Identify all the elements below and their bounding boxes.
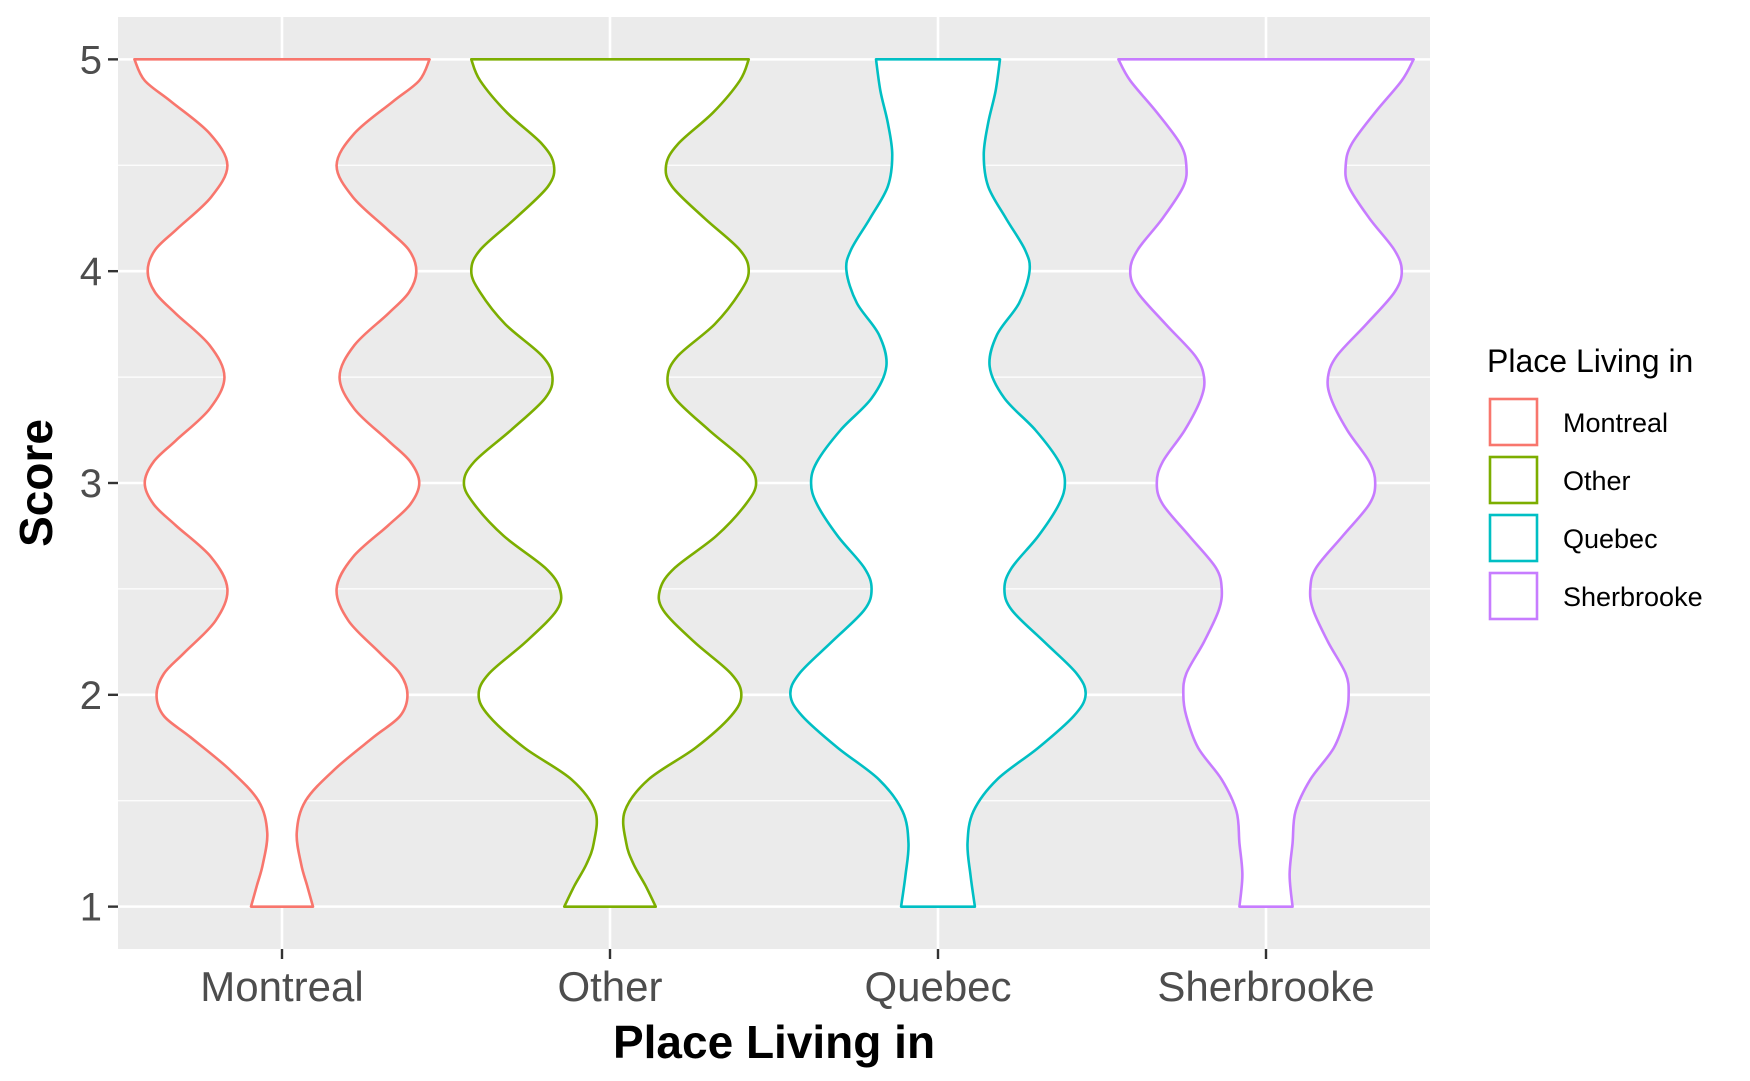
- legend-label: Montreal: [1563, 408, 1668, 438]
- violin-montreal: [133, 58, 431, 908]
- legend-label: Quebec: [1563, 524, 1658, 554]
- y-axis: 1 2 3 4 5: [80, 38, 118, 930]
- legend: Place Living in Montreal Other Quebec Sherb…: [1486, 343, 1703, 623]
- violin-layer: [133, 58, 1415, 908]
- x-tick-label: Montreal: [200, 963, 363, 1010]
- legend-label: Other: [1563, 466, 1631, 496]
- violin-quebec: [789, 58, 1087, 908]
- violin-sherbrooke: [1117, 58, 1415, 908]
- x-tick-label: Other: [557, 963, 662, 1010]
- y-axis-title: Score: [10, 419, 62, 547]
- y-tick-label: 4: [80, 250, 102, 294]
- legend-key-sherbrooke: [1488, 571, 1539, 621]
- legend-title: Place Living in: [1487, 343, 1693, 379]
- x-axis: Montreal Other Quebec Sherbrooke: [200, 949, 1375, 1010]
- x-tick-label: Sherbrooke: [1157, 963, 1374, 1010]
- y-tick-label: 1: [80, 886, 102, 930]
- y-tick-label: 5: [80, 38, 102, 82]
- legend-label: Sherbrooke: [1563, 582, 1703, 612]
- y-tick-label: 3: [80, 462, 102, 506]
- legend-key-quebec: [1488, 513, 1539, 563]
- y-tick-label: 2: [80, 674, 102, 718]
- x-tick-label: Quebec: [864, 963, 1011, 1010]
- legend-key-montreal: [1488, 397, 1539, 447]
- violin-other: [462, 58, 758, 908]
- legend-key-other: [1488, 455, 1539, 505]
- x-axis-title: Place Living in: [613, 1016, 935, 1068]
